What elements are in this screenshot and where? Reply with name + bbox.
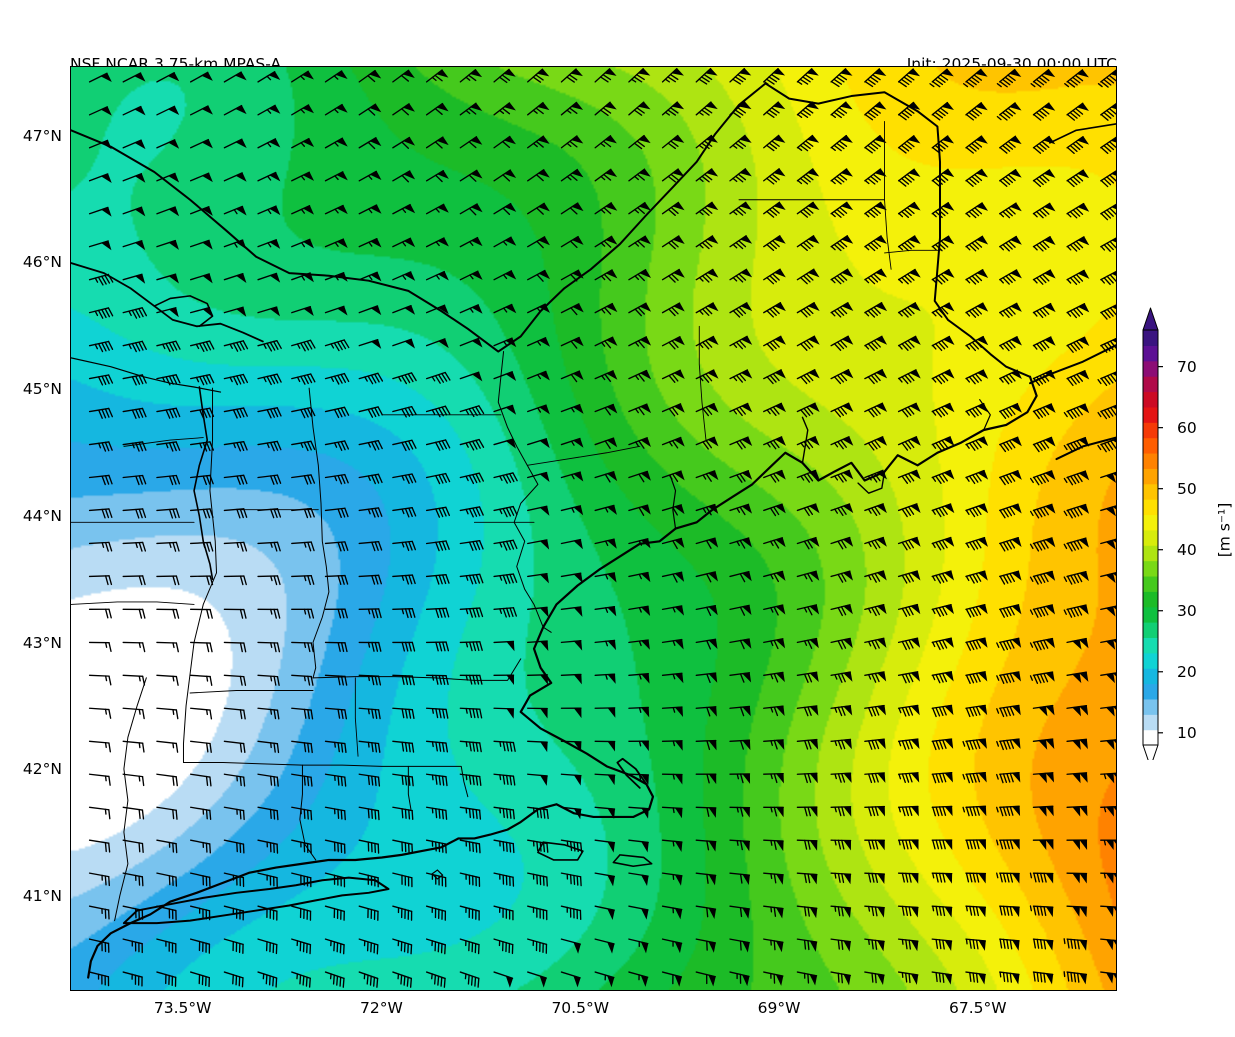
colorbar-segment <box>1143 560 1158 577</box>
colorbar-tick-label: 50 <box>1177 479 1197 498</box>
colorbar-tick-label: 10 <box>1177 723 1197 742</box>
colorbar-segment <box>1143 483 1158 500</box>
xtick-label: 67.5°W <box>949 999 1007 1017</box>
colorbar-outline <box>1142 329 1159 746</box>
ytick-label: 46°N <box>22 253 62 272</box>
colorbar-segment <box>1143 422 1158 439</box>
st-lawrence-river <box>71 262 264 343</box>
hudson-river <box>114 677 147 922</box>
colorbar-segment <box>1143 591 1158 608</box>
marthas-vineyard <box>537 841 584 861</box>
colorbar-segment <box>1143 437 1158 454</box>
county-line-me-1 <box>884 120 892 270</box>
county-line-me-2 <box>884 249 941 254</box>
colorbar-segment <box>1143 406 1158 423</box>
wind-barbs <box>88 67 1116 988</box>
colorbar-gradient <box>1142 307 1163 760</box>
cape-cod-hook <box>616 757 648 789</box>
river-line <box>71 357 222 393</box>
mount-desert-island <box>857 471 886 494</box>
colorbar-segment <box>1143 668 1158 685</box>
geography-overlay <box>71 67 1116 988</box>
bay-of-fundy <box>1029 344 1116 385</box>
colorbar-units-label: [m s⁻¹] <box>1215 502 1234 558</box>
lake-champlain <box>193 386 214 581</box>
colorbar-segment <box>1143 545 1158 562</box>
colorbar-extend-bottom <box>1142 744 1159 760</box>
state-border-ny-vt <box>182 387 218 764</box>
colorbar-segment <box>1143 729 1158 746</box>
xtick-label: 73.5°W <box>153 999 212 1017</box>
colorbar-segment <box>1143 345 1158 362</box>
colorbar-segment <box>1143 391 1158 408</box>
connecticut-river <box>299 764 317 861</box>
atlantic-coastline <box>87 375 1038 979</box>
colorbar-segment <box>1143 514 1158 531</box>
county-line-ma-2 <box>354 677 359 757</box>
state-border-nh-me <box>497 351 552 633</box>
state-border-ma-nh <box>312 658 522 681</box>
colorbar-segment <box>1143 714 1158 731</box>
colorbar-segment <box>1143 468 1158 485</box>
ytick-label: 43°N <box>22 633 62 652</box>
ytick-label: 42°N <box>22 760 62 779</box>
colorbar-segment <box>1143 529 1158 546</box>
colorbar: 10 20 30 40 50 60 70 [m s⁻¹] <box>1137 300 1235 760</box>
ytick-label: 45°N <box>22 380 62 399</box>
colorbar-tick-label: 70 <box>1177 357 1197 376</box>
xtick-label: 69°W <box>757 999 801 1017</box>
colorbar-segment <box>1143 622 1158 639</box>
county-line-me-3 <box>526 445 641 466</box>
colorbar-tick-label: 20 <box>1177 662 1197 681</box>
state-border-vt-nh <box>308 387 330 679</box>
map-plot-area <box>70 66 1117 991</box>
colorbar-extend-top <box>1142 307 1159 331</box>
colorbar-segment <box>1143 360 1158 377</box>
ytick-label: 47°N <box>22 126 62 145</box>
nb-coast <box>1048 123 1116 144</box>
nova-scotia-edge <box>1055 436 1116 461</box>
colorbar-segment <box>1143 652 1158 669</box>
colorbar-segment <box>1143 698 1158 715</box>
county-line-ma-1 <box>189 690 314 694</box>
windspeed-shading <box>71 67 1116 990</box>
ytick-label: 41°N <box>22 886 62 905</box>
colorbar-segment <box>1143 376 1158 393</box>
montreal-island <box>153 295 214 328</box>
colorbar-segment <box>1143 330 1158 346</box>
block-island <box>431 869 444 880</box>
colorbar-segment <box>1143 683 1158 700</box>
state-border-ri-ct <box>407 765 412 810</box>
county-line-me-4 <box>698 325 707 441</box>
colorbar-segment <box>1143 499 1158 516</box>
state-border-ma-ct <box>182 762 469 798</box>
colorbar-tick-label: 40 <box>1177 540 1197 559</box>
colorbar-tick-label: 30 <box>1177 601 1197 620</box>
xtick-label: 72°W <box>360 999 403 1017</box>
colorbar-tick-label: 60 <box>1177 418 1197 437</box>
county-line-ny-3 <box>71 601 195 605</box>
long-island <box>122 876 390 925</box>
colorbar-segment <box>1143 452 1158 469</box>
colorbar-segment <box>1143 606 1158 623</box>
colorbar-segment <box>1143 637 1158 654</box>
nantucket <box>612 854 653 868</box>
kennebec-river <box>669 474 677 530</box>
colorbar-segment <box>1143 575 1158 592</box>
xtick-label: 70.5°W <box>551 999 610 1017</box>
ytick-label: 44°N <box>22 506 62 525</box>
penobscot-river <box>801 416 809 464</box>
